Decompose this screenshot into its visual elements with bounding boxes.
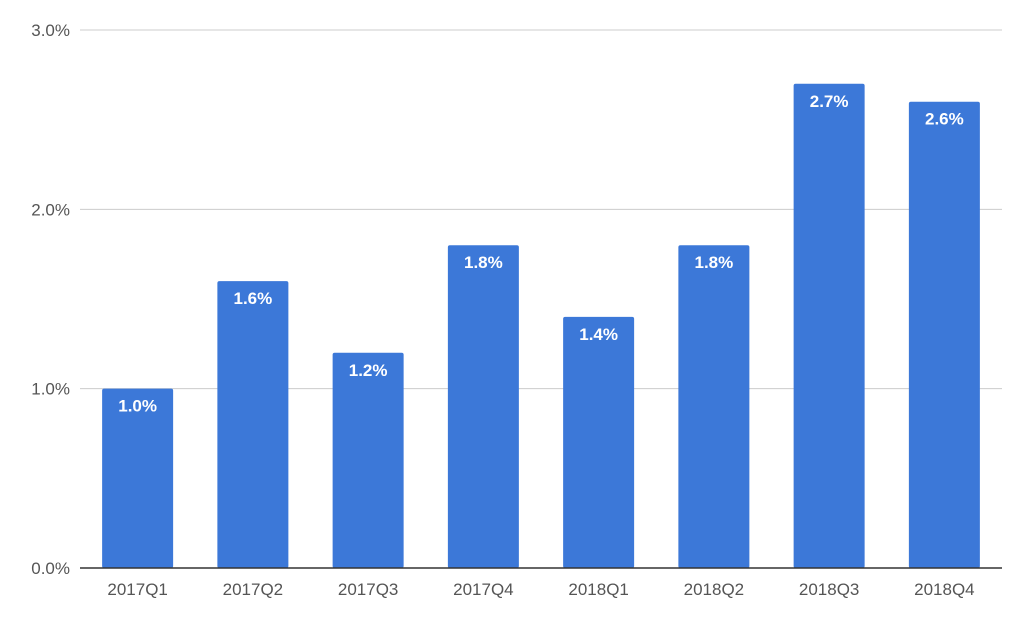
- x-tick-label: 2018Q1: [568, 580, 629, 599]
- x-tick-label: 2018Q4: [914, 580, 975, 599]
- bar: [793, 83, 865, 569]
- y-tick-label: 0.0%: [31, 559, 70, 578]
- data-label: 1.8%: [695, 253, 734, 272]
- data-labels: 1.0% 1.6% 1.2% 1.8% 1.4% 1.8% 2.7% 2.6%: [118, 92, 964, 416]
- x-tick-label: 2018Q3: [799, 580, 860, 599]
- data-label: 1.6%: [234, 289, 273, 308]
- data-label: 1.2%: [349, 361, 388, 380]
- x-tick-label: 2018Q2: [684, 580, 745, 599]
- bar: [563, 316, 635, 568]
- y-tick-label: 3.0%: [31, 21, 70, 40]
- y-tick-label: 2.0%: [31, 200, 70, 219]
- y-axis: 0.0% 1.0% 2.0% 3.0%: [31, 21, 70, 578]
- x-axis: 2017Q1 2017Q2 2017Q3 2017Q4 2018Q1 2018Q2 2018…: [80, 567, 1002, 599]
- bar: [332, 352, 404, 568]
- bar: [217, 281, 289, 568]
- data-label: 2.6%: [925, 110, 964, 129]
- bar: [908, 101, 980, 568]
- y-tick-label: 1.0%: [31, 380, 70, 399]
- data-label: 1.4%: [579, 325, 618, 344]
- data-label: 2.7%: [810, 92, 849, 111]
- data-label: 1.8%: [464, 253, 503, 272]
- x-tick-label: 2017Q4: [453, 580, 514, 599]
- bar: [102, 388, 174, 568]
- data-label: 1.0%: [118, 397, 157, 416]
- x-tick-label: 2017Q1: [107, 580, 168, 599]
- bar: [447, 245, 519, 568]
- x-tick-label: 2017Q2: [223, 580, 284, 599]
- x-tick-label: 2017Q3: [338, 580, 399, 599]
- bars: [102, 83, 980, 569]
- bar: [678, 245, 750, 568]
